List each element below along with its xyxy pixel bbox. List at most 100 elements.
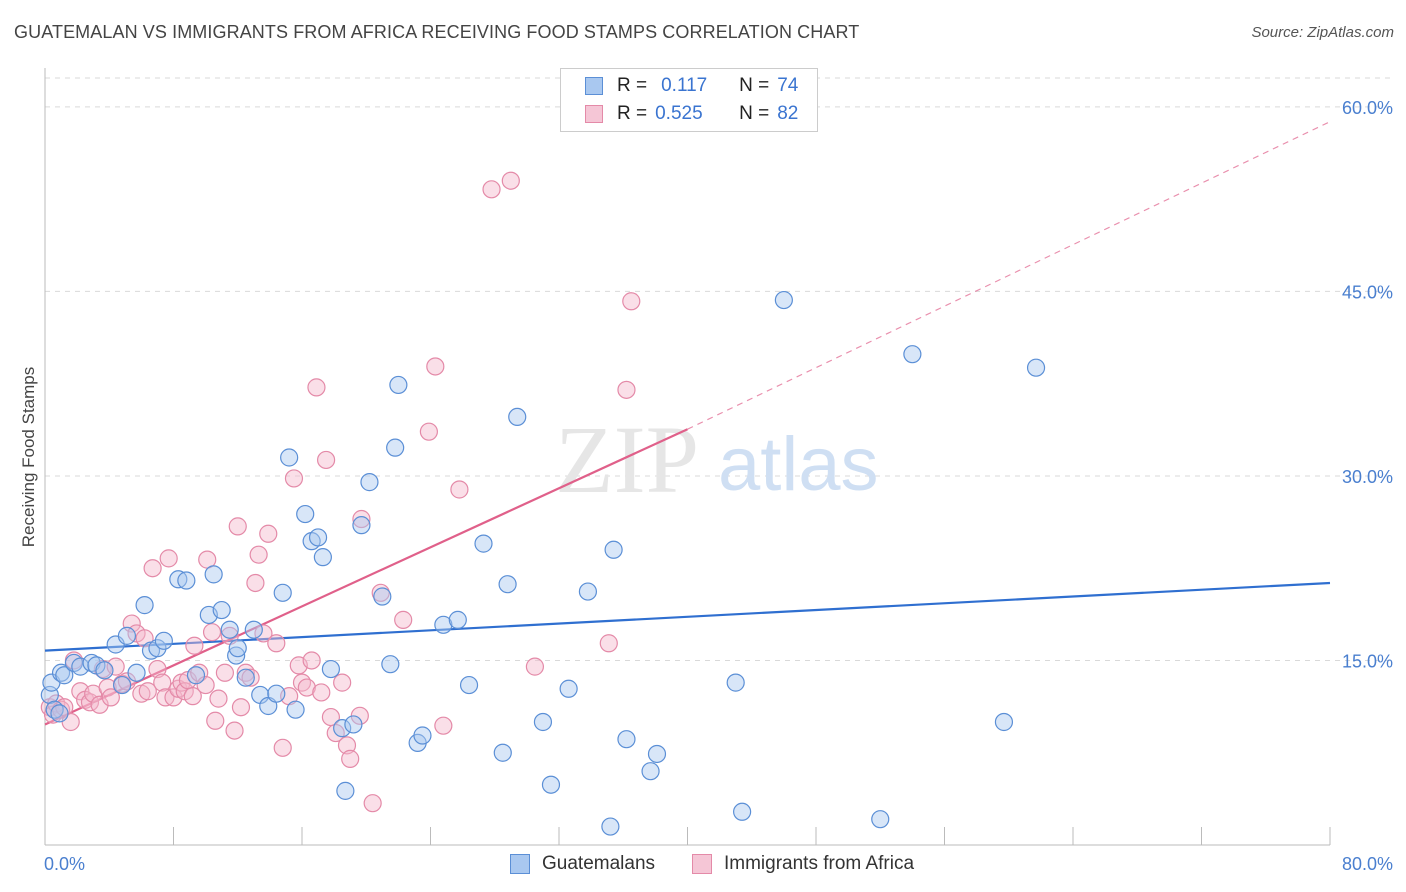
data-point-africa bbox=[159, 549, 178, 568]
data-point-africa bbox=[622, 292, 641, 311]
data-point-guatemalans bbox=[352, 516, 371, 535]
data-point-guatemalans bbox=[273, 583, 292, 602]
data-point-africa bbox=[525, 657, 545, 676]
data-point-guatemalans bbox=[601, 817, 620, 836]
data-point-africa bbox=[202, 623, 222, 642]
legend-swatch-pink bbox=[585, 105, 603, 123]
data-point-africa bbox=[148, 659, 167, 679]
tick-labels: 15.0% 30.0% 45.0% 60.0% 0.0% 80.0% bbox=[44, 98, 1393, 874]
data-point-guatemalans bbox=[127, 663, 146, 682]
data-point-africa bbox=[363, 794, 382, 813]
data-point-guatemalans bbox=[55, 666, 74, 685]
legend-r-value: 0.525 bbox=[655, 103, 703, 124]
data-point-guatemalans bbox=[604, 540, 623, 559]
data-point-guatemalans bbox=[373, 587, 392, 606]
data-point-guatemalans bbox=[474, 534, 493, 553]
data-point-guatemalans bbox=[228, 639, 247, 658]
data-point-guatemalans bbox=[360, 473, 379, 492]
data-point-guatemalans bbox=[641, 762, 660, 781]
legend-n-value: 74 bbox=[777, 75, 799, 96]
data-point-guatemalans bbox=[726, 673, 745, 692]
data-point-africa bbox=[228, 517, 247, 536]
data-point-guatemalans bbox=[578, 582, 598, 601]
y-axis-label: Receiving Food Stamps bbox=[19, 367, 38, 547]
trend-line-africa-extension bbox=[687, 121, 1331, 430]
data-point-guatemalans bbox=[389, 375, 408, 395]
data-point-guatemalans bbox=[267, 684, 286, 703]
data-point-guatemalans bbox=[227, 646, 246, 665]
data-point-africa bbox=[316, 450, 336, 470]
bottom-legend-label: Immigrants from Africa bbox=[724, 853, 915, 874]
data-point-africa bbox=[164, 688, 183, 707]
data-point-africa bbox=[153, 673, 172, 692]
data-point-guatemalans bbox=[733, 802, 752, 821]
data-point-guatemalans bbox=[117, 626, 137, 645]
data-point-guatemalans bbox=[994, 712, 1014, 732]
bottom-legend-swatch-pink bbox=[692, 854, 712, 874]
data-point-africa bbox=[246, 573, 265, 593]
gridlines bbox=[45, 77, 1395, 661]
x-tick-label: 0.0% bbox=[44, 854, 85, 874]
data-point-africa bbox=[273, 738, 292, 757]
bottom-legend-africa: Immigrants from Africa bbox=[692, 851, 914, 877]
legend-n-label: N = bbox=[739, 75, 770, 96]
data-point-africa bbox=[183, 687, 202, 706]
data-point-guatemalans bbox=[51, 663, 71, 682]
data-point-africa bbox=[206, 711, 225, 730]
data-point-guatemalans bbox=[381, 655, 400, 674]
data-point-guatemalans bbox=[541, 775, 561, 794]
data-point-africa bbox=[138, 682, 157, 701]
data-point-africa bbox=[196, 675, 215, 695]
series-guatemalans-points bbox=[40, 290, 1046, 836]
data-point-africa bbox=[312, 683, 331, 702]
y-tick-label: 15.0% bbox=[1342, 651, 1393, 671]
data-point-africa bbox=[185, 636, 204, 655]
data-point-guatemalans bbox=[903, 345, 922, 364]
data-point-africa bbox=[333, 673, 352, 692]
data-point-africa bbox=[341, 749, 360, 768]
bottom-legend-guatemalans: Guatemalans bbox=[510, 851, 655, 877]
data-point-guatemalans bbox=[559, 679, 578, 698]
data-point-guatemalans bbox=[617, 730, 636, 749]
data-point-guatemalans bbox=[336, 781, 355, 800]
data-point-africa bbox=[426, 357, 445, 376]
data-point-africa bbox=[599, 634, 618, 653]
data-point-africa bbox=[302, 651, 321, 670]
data-point-africa bbox=[284, 469, 304, 488]
data-point-guatemalans bbox=[154, 631, 173, 650]
trend-line-guatemalans bbox=[44, 581, 1331, 652]
y-tick-label: 60.0% bbox=[1342, 98, 1393, 118]
data-point-guatemalans bbox=[177, 571, 196, 590]
legend-n-label: N = bbox=[739, 103, 770, 124]
x-tick-label: 80.0% bbox=[1342, 854, 1393, 874]
data-point-guatemalans bbox=[244, 620, 263, 639]
data-point-guatemalans bbox=[533, 712, 553, 732]
data-point-africa bbox=[307, 378, 326, 397]
data-point-africa bbox=[352, 509, 371, 529]
legend-r-value: 0.117 bbox=[661, 75, 708, 96]
data-point-africa bbox=[101, 688, 120, 707]
data-point-africa bbox=[337, 736, 357, 755]
data-point-africa bbox=[297, 678, 316, 697]
watermark-zip: ZIP bbox=[555, 406, 699, 513]
data-point-guatemalans bbox=[386, 438, 405, 457]
data-point-guatemalans bbox=[296, 504, 315, 524]
data-point-africa bbox=[450, 480, 469, 499]
data-point-guatemalans bbox=[333, 719, 352, 738]
data-point-africa bbox=[231, 698, 251, 717]
bottom-legend-label: Guatemalans bbox=[542, 853, 656, 874]
data-point-guatemalans bbox=[286, 700, 305, 719]
data-point-guatemalans bbox=[774, 290, 793, 310]
data-point-guatemalans bbox=[413, 726, 432, 745]
data-point-guatemalans bbox=[236, 668, 255, 687]
data-point-guatemalans bbox=[186, 666, 206, 685]
legend: R = 0.117 N = 74 R = 0.525 N = 82 bbox=[560, 68, 818, 132]
data-point-africa bbox=[225, 721, 244, 740]
data-point-guatemalans bbox=[71, 657, 90, 676]
data-point-guatemalans bbox=[871, 810, 890, 829]
legend-n-value: 82 bbox=[777, 103, 799, 124]
data-point-guatemalans bbox=[1026, 358, 1046, 377]
data-point-africa bbox=[267, 634, 286, 653]
y-tick-label: 45.0% bbox=[1342, 282, 1393, 302]
